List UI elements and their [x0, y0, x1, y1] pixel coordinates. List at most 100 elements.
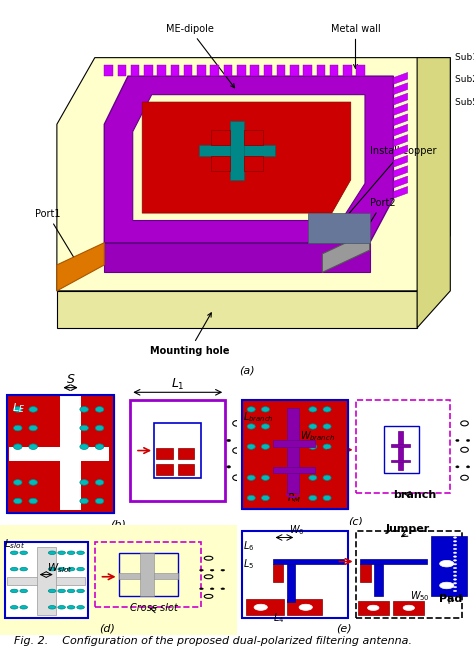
Circle shape — [227, 439, 231, 442]
Circle shape — [80, 444, 88, 449]
Circle shape — [403, 605, 414, 611]
Circle shape — [13, 498, 22, 504]
Circle shape — [58, 589, 65, 593]
Circle shape — [80, 425, 88, 431]
Text: Port2: Port2 — [348, 198, 395, 258]
Polygon shape — [104, 76, 393, 243]
Circle shape — [58, 551, 65, 555]
Circle shape — [20, 589, 27, 593]
Circle shape — [29, 425, 37, 431]
Circle shape — [453, 556, 456, 557]
Polygon shape — [308, 213, 370, 243]
Circle shape — [77, 589, 84, 593]
Circle shape — [221, 588, 225, 590]
Bar — [118, 574, 178, 579]
Circle shape — [323, 495, 331, 500]
Bar — [287, 599, 322, 615]
Text: (d): (d) — [99, 623, 115, 633]
Circle shape — [247, 495, 255, 500]
Polygon shape — [224, 65, 232, 76]
Bar — [7, 395, 114, 514]
Bar — [61, 395, 81, 510]
Circle shape — [95, 480, 104, 485]
Polygon shape — [264, 65, 272, 76]
Bar — [211, 130, 230, 145]
Bar — [7, 395, 114, 514]
Circle shape — [10, 589, 18, 593]
Circle shape — [13, 425, 22, 431]
Polygon shape — [210, 65, 219, 76]
Polygon shape — [303, 65, 312, 76]
Polygon shape — [104, 243, 370, 272]
Bar — [156, 464, 173, 475]
Circle shape — [453, 537, 456, 538]
Circle shape — [13, 444, 22, 449]
Text: Jumper: Jumper — [385, 524, 430, 534]
Bar — [230, 120, 244, 180]
Polygon shape — [57, 291, 417, 328]
Circle shape — [309, 424, 317, 429]
Circle shape — [95, 444, 104, 449]
Bar — [178, 464, 194, 475]
Text: Sub2&4: bonding: Sub2&4: bonding — [455, 75, 474, 85]
Polygon shape — [393, 135, 408, 147]
Circle shape — [80, 407, 88, 412]
Bar — [140, 553, 154, 596]
Circle shape — [453, 579, 456, 580]
Circle shape — [20, 551, 27, 555]
Circle shape — [48, 567, 56, 571]
Bar — [374, 564, 383, 596]
Circle shape — [453, 567, 456, 569]
Bar — [384, 426, 419, 473]
Bar — [242, 531, 348, 618]
Circle shape — [77, 551, 84, 555]
Text: $L_4$: $L_4$ — [273, 611, 284, 625]
Circle shape — [210, 588, 214, 590]
Circle shape — [80, 480, 88, 485]
Circle shape — [80, 498, 88, 504]
Bar — [358, 601, 389, 615]
Circle shape — [200, 588, 203, 590]
Bar — [360, 559, 427, 564]
Polygon shape — [393, 155, 408, 167]
Circle shape — [20, 567, 27, 571]
Text: branch: branch — [393, 490, 437, 500]
Bar — [273, 440, 315, 447]
Bar — [391, 460, 410, 462]
Polygon shape — [142, 102, 351, 213]
Polygon shape — [393, 186, 408, 198]
Polygon shape — [237, 65, 246, 76]
Polygon shape — [356, 65, 365, 76]
Polygon shape — [157, 65, 166, 76]
Bar — [199, 145, 275, 156]
Circle shape — [95, 407, 104, 412]
Circle shape — [453, 590, 456, 592]
Circle shape — [309, 407, 317, 412]
Circle shape — [439, 561, 454, 567]
Text: (e): (e) — [336, 623, 351, 633]
Text: $L_{slot}$: $L_{slot}$ — [4, 537, 25, 551]
Bar — [7, 577, 85, 586]
Circle shape — [77, 567, 84, 571]
Text: Mounting hole: Mounting hole — [150, 313, 229, 356]
Text: ME-dipole: ME-dipole — [165, 24, 235, 88]
Circle shape — [309, 444, 317, 449]
Bar — [356, 400, 450, 493]
Text: $S$: $S$ — [65, 373, 75, 386]
Circle shape — [58, 567, 65, 571]
Text: $W_{slot}$: $W_{slot}$ — [47, 561, 73, 575]
Circle shape — [67, 551, 75, 555]
Bar — [356, 531, 462, 618]
Circle shape — [58, 605, 65, 609]
Text: $W_{50}$: $W_{50}$ — [410, 590, 430, 603]
Circle shape — [67, 567, 75, 571]
Circle shape — [299, 604, 312, 610]
Circle shape — [453, 552, 456, 553]
Circle shape — [10, 605, 18, 609]
Bar — [273, 564, 283, 582]
Circle shape — [210, 569, 214, 571]
Circle shape — [439, 582, 454, 589]
Text: (b): (b) — [110, 520, 127, 529]
Bar — [130, 400, 225, 501]
Circle shape — [247, 407, 255, 412]
